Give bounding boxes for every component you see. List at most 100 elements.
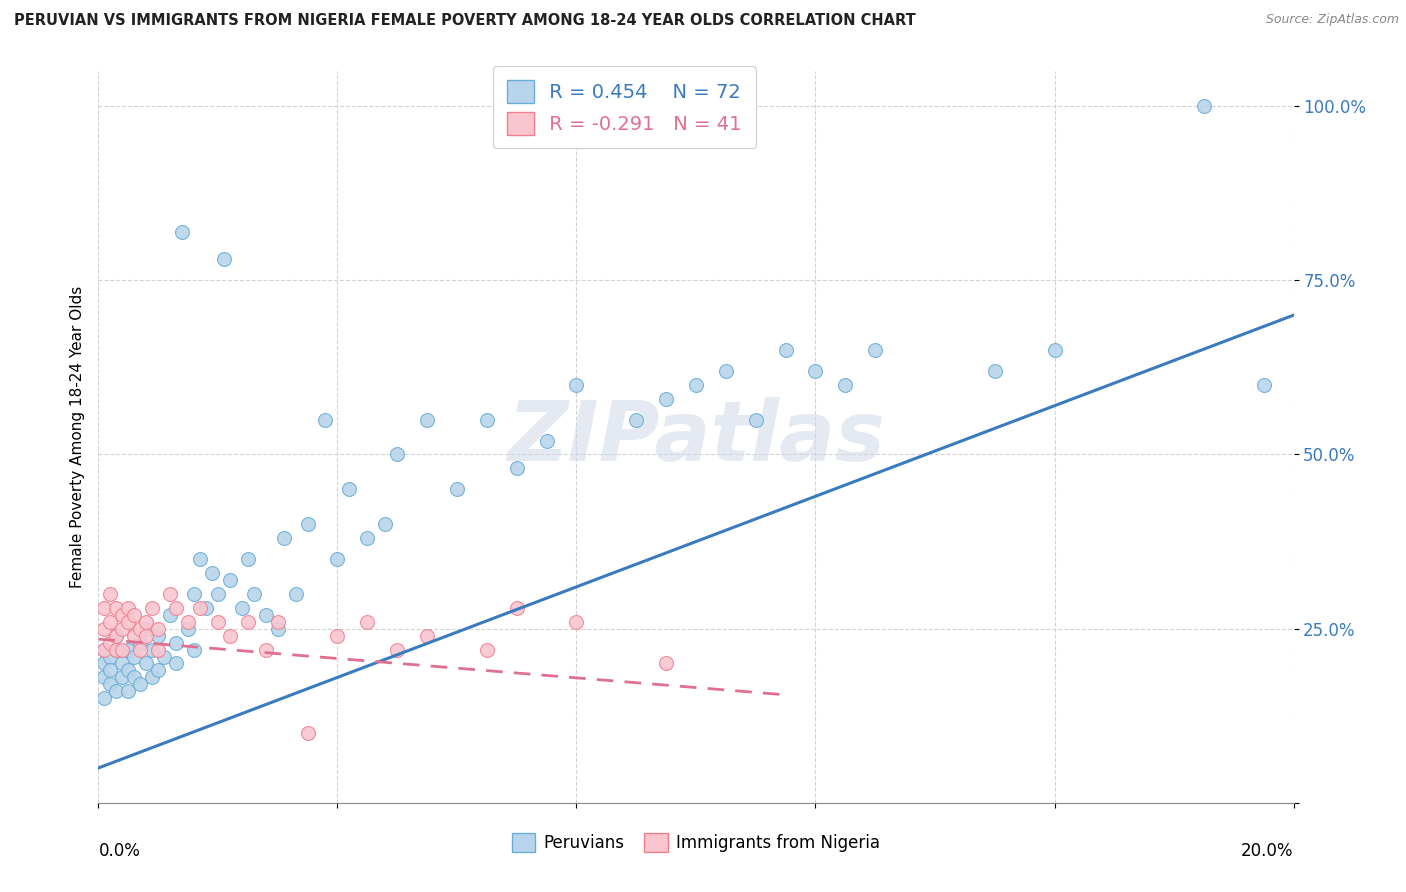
Point xyxy=(655,392,678,406)
Y-axis label: Female Poverty Among 18-24 Year Olds: Female Poverty Among 18-24 Year Olds xyxy=(69,286,84,588)
Point xyxy=(775,343,797,357)
Point xyxy=(326,629,349,643)
Text: 0.0%: 0.0% xyxy=(98,842,141,860)
Point xyxy=(124,670,146,684)
Point xyxy=(148,664,170,678)
Point xyxy=(685,377,707,392)
Point xyxy=(111,642,134,657)
Point xyxy=(626,412,648,426)
Point xyxy=(117,600,139,615)
Point xyxy=(416,629,439,643)
Point xyxy=(339,483,361,497)
Point xyxy=(714,364,737,378)
Point xyxy=(834,377,856,392)
Point xyxy=(105,642,128,657)
Point xyxy=(745,412,768,426)
Point xyxy=(284,587,307,601)
Point xyxy=(236,615,259,629)
Point xyxy=(297,517,319,532)
Point xyxy=(148,622,170,636)
Point xyxy=(98,649,122,664)
Point xyxy=(117,664,139,678)
Point xyxy=(207,587,229,601)
Point xyxy=(804,364,827,378)
Point xyxy=(172,225,194,239)
Point xyxy=(117,684,139,698)
Point xyxy=(111,622,134,636)
Point xyxy=(385,448,409,462)
Point xyxy=(416,412,439,426)
Point xyxy=(141,642,163,657)
Text: ZIPatlas: ZIPatlas xyxy=(508,397,884,477)
Point xyxy=(236,552,259,566)
Point xyxy=(98,615,122,629)
Point xyxy=(111,657,134,671)
Point xyxy=(385,642,409,657)
Point xyxy=(93,657,115,671)
Point xyxy=(105,600,128,615)
Point xyxy=(506,600,529,615)
Point xyxy=(655,657,678,671)
Point xyxy=(148,629,170,643)
Point xyxy=(105,684,128,698)
Point xyxy=(177,615,200,629)
Point xyxy=(129,642,152,657)
Point xyxy=(201,566,224,580)
Point xyxy=(188,552,211,566)
Point xyxy=(117,642,139,657)
Point xyxy=(93,622,115,636)
Point xyxy=(984,364,1007,378)
Point xyxy=(124,649,146,664)
Point xyxy=(273,531,295,545)
Point xyxy=(177,622,200,636)
Point xyxy=(219,629,242,643)
Point xyxy=(93,600,115,615)
Text: Source: ZipAtlas.com: Source: ZipAtlas.com xyxy=(1265,13,1399,27)
Point xyxy=(326,552,349,566)
Point xyxy=(475,642,498,657)
Point xyxy=(98,664,122,678)
Point xyxy=(135,657,157,671)
Point xyxy=(254,607,277,622)
Point xyxy=(188,600,211,615)
Point xyxy=(148,642,170,657)
Point xyxy=(129,677,152,691)
Point xyxy=(129,622,152,636)
Point xyxy=(1253,377,1275,392)
Point xyxy=(141,670,163,684)
Point xyxy=(183,587,205,601)
Point xyxy=(135,615,157,629)
Point xyxy=(1043,343,1066,357)
Point xyxy=(297,726,319,740)
Point xyxy=(93,642,115,657)
Point xyxy=(98,587,122,601)
Point xyxy=(165,657,187,671)
Point xyxy=(865,343,887,357)
Point xyxy=(506,461,529,475)
Point xyxy=(129,635,152,649)
Point xyxy=(183,642,205,657)
Point xyxy=(356,615,378,629)
Point xyxy=(135,629,157,643)
Point xyxy=(111,670,134,684)
Point xyxy=(141,600,163,615)
Point xyxy=(356,531,378,545)
Point xyxy=(565,615,588,629)
Point xyxy=(93,691,115,706)
Point xyxy=(475,412,498,426)
Point xyxy=(207,615,229,629)
Point xyxy=(212,252,235,267)
Point xyxy=(231,600,253,615)
Point xyxy=(153,649,176,664)
Point xyxy=(536,434,558,448)
Point xyxy=(117,615,139,629)
Point xyxy=(267,622,290,636)
Text: 20.0%: 20.0% xyxy=(1241,842,1294,860)
Point xyxy=(374,517,396,532)
Point xyxy=(243,587,266,601)
Point xyxy=(565,377,588,392)
Point xyxy=(93,642,115,657)
Text: PERUVIAN VS IMMIGRANTS FROM NIGERIA FEMALE POVERTY AMONG 18-24 YEAR OLDS CORRELA: PERUVIAN VS IMMIGRANTS FROM NIGERIA FEMA… xyxy=(14,13,915,29)
Point xyxy=(195,600,218,615)
Point xyxy=(105,642,128,657)
